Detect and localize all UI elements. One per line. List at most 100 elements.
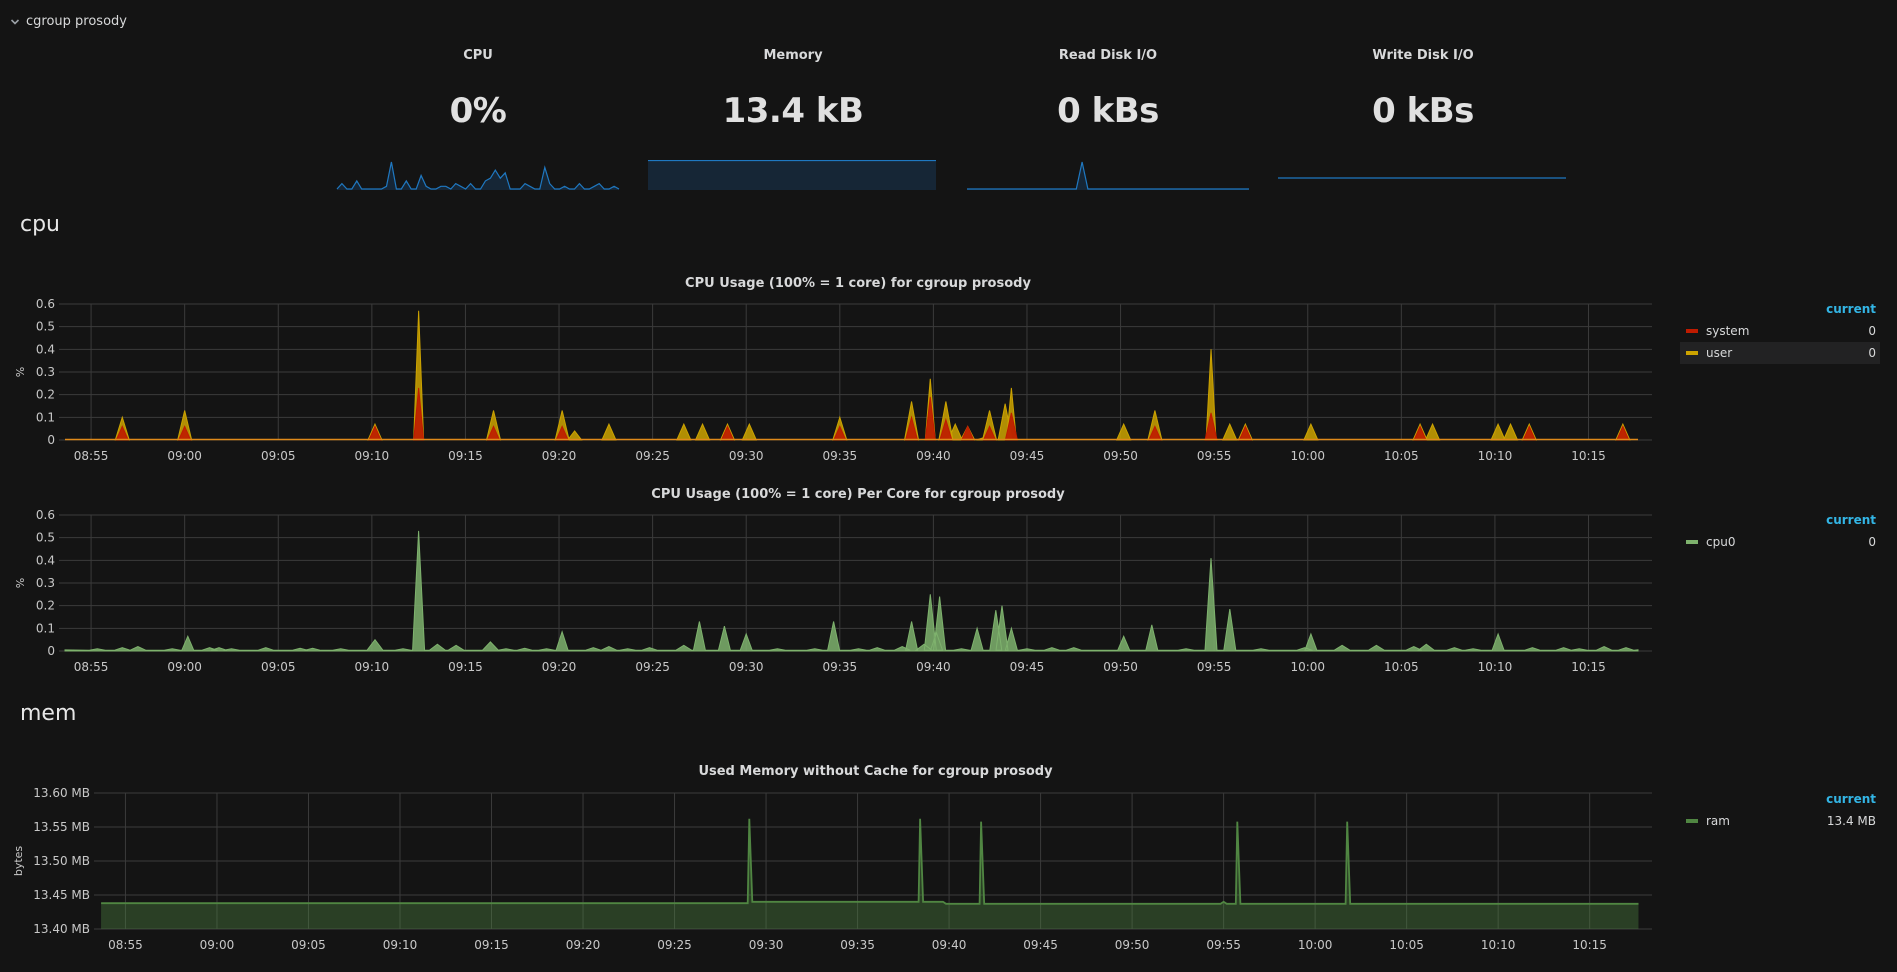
y-tick-label: 0.4 <box>36 342 55 356</box>
y-tick-label: 0 <box>47 644 55 658</box>
y-tick-label: 0.1 <box>36 410 55 424</box>
row-title: cgroup prosody <box>26 14 127 29</box>
x-tick-label: 08:55 <box>74 449 109 460</box>
chart-cpu-usage[interactable]: 0 0.1 0.2 0.3 0.4 0.5 0.6 08:55 09:00 09:05 09:10 0… <box>0 290 1670 460</box>
y-axis-label: % <box>14 367 27 377</box>
stat-panel-read-disk-io[interactable]: Read Disk I/O 0 kBs <box>963 40 1253 190</box>
stat-sparkline <box>336 161 620 190</box>
legend-item-cpu0[interactable]: cpu0 0 <box>1680 531 1880 553</box>
stat-panel-cpu[interactable]: CPU 0% <box>333 40 623 190</box>
x-tick-label: 09:40 <box>916 449 951 460</box>
x-tick-label: 09:30 <box>729 449 764 460</box>
series-user-peak <box>1424 422 1441 441</box>
legend-swatch-user <box>1686 351 1698 355</box>
series-user-peak <box>1115 422 1132 441</box>
stat-sparkline <box>1278 177 1566 179</box>
legend-swatch-system <box>1686 329 1698 333</box>
x-tick-label: 10:15 <box>1571 449 1606 460</box>
stat-title: Read Disk I/O <box>1058 48 1158 63</box>
x-tick-label: 10:05 <box>1389 938 1424 952</box>
y-tick-label: 0 <box>47 433 55 447</box>
panel-title-used-memory: Used Memory without Cache for cgroup pro… <box>698 764 1053 779</box>
stat-title: Write Disk I/O <box>1372 48 1474 63</box>
legend-item-system[interactable]: system 0 <box>1680 320 1880 342</box>
series-user-peak <box>601 422 617 441</box>
y-tick-label: 0.1 <box>36 621 55 635</box>
x-tick-label: 10:00 <box>1290 660 1325 671</box>
legend-header-current[interactable]: current <box>1826 792 1876 806</box>
stat-value: 0 kBs <box>1057 91 1159 131</box>
x-tick-label: 09:00 <box>200 938 235 952</box>
stat-sparkline <box>967 161 1249 190</box>
x-tick-label: 09:40 <box>916 660 951 671</box>
legend-item-user[interactable]: user 0 <box>1680 342 1880 364</box>
x-tick-label: 09:10 <box>355 660 390 671</box>
x-tick-label: 09:20 <box>542 449 577 460</box>
x-tick-label: 08:55 <box>74 660 109 671</box>
x-tick-label: 09:00 <box>167 449 202 460</box>
x-tick-label: 10:05 <box>1384 449 1419 460</box>
y-tick-label: 0.4 <box>36 553 55 567</box>
series-user-peak <box>1490 422 1506 441</box>
chart-cpu-per-core[interactable]: 0 0.1 0.2 0.3 0.4 0.5 0.6 08:55 09:00 09:05 09:10 0… <box>0 501 1670 671</box>
y-tick-label: 0.2 <box>36 599 55 613</box>
sparkline-line <box>967 161 1249 190</box>
x-tick-label: 10:15 <box>1572 938 1607 952</box>
stat-sparkline <box>648 160 936 190</box>
series-user-peak <box>1221 422 1238 441</box>
x-tick-label: 09:15 <box>448 449 483 460</box>
x-tick-label: 09:50 <box>1115 938 1150 952</box>
x-tick-label: 09:40 <box>932 938 967 952</box>
series-user-peak <box>1502 422 1519 441</box>
series-ram-area <box>101 818 1639 929</box>
series-user-peak <box>741 422 758 441</box>
x-tick-label: 09:55 <box>1197 660 1232 671</box>
legend-name: user <box>1706 346 1733 360</box>
x-tick-label: 09:05 <box>261 449 296 460</box>
sparkline-line <box>336 161 620 190</box>
x-tick-label: 09:35 <box>840 938 875 952</box>
sparkline-area <box>648 160 936 190</box>
y-tick-label: 0.6 <box>36 508 55 522</box>
x-tick-label: 09:50 <box>1103 660 1138 671</box>
stat-panel-write-disk-io[interactable]: Write Disk I/O 0 kBs <box>1278 40 1568 190</box>
x-tick-label: 09:50 <box>1103 449 1138 460</box>
y-tick-label: 0.6 <box>36 297 55 311</box>
x-tick-label: 09:15 <box>474 938 509 952</box>
x-tick-label: 09:05 <box>291 938 326 952</box>
x-tick-label: 09:55 <box>1206 938 1241 952</box>
y-axis-label: % <box>14 578 27 588</box>
stat-panel-memory[interactable]: Memory 13.4 kB <box>648 40 938 190</box>
x-tick-label: 08:55 <box>108 938 143 952</box>
legend-current-value: 0 <box>1868 324 1876 338</box>
x-tick-label: 09:05 <box>261 660 296 671</box>
legend-cpu-per-core: current cpu0 0 <box>1680 513 1880 553</box>
series-cpu0-area <box>64 530 1639 652</box>
x-tick-label: 10:15 <box>1571 660 1606 671</box>
legend-header-current[interactable]: current <box>1826 513 1876 527</box>
legend-used-memory: current ram 13.4 MB <box>1680 792 1880 832</box>
series-user-peak <box>694 422 711 441</box>
y-tick-label: 0.2 <box>36 388 55 402</box>
x-tick-label: 10:10 <box>1481 938 1516 952</box>
legend-header-current[interactable]: current <box>1826 302 1876 316</box>
chart-used-memory[interactable]: 13.40 MB 13.45 MB 13.50 MB 13.55 MB 13.60 MB… <box>0 780 1670 960</box>
panel-title-cpu-per-core: CPU Usage (100% = 1 core) Per Core for c… <box>651 487 1065 502</box>
x-tick-label: 09:20 <box>542 660 577 671</box>
x-tick-label: 09:45 <box>1010 449 1045 460</box>
x-tick-label: 10:10 <box>1478 449 1513 460</box>
legend-name: cpu0 <box>1706 535 1736 549</box>
y-tick-label: 13.55 MB <box>33 820 90 834</box>
sparkline-area <box>967 162 1249 190</box>
x-tick-label: 09:35 <box>823 660 858 671</box>
x-tick-label: 10:10 <box>1478 660 1513 671</box>
legend-name: system <box>1706 324 1750 338</box>
legend-name: ram <box>1706 814 1730 828</box>
x-tick-label: 09:10 <box>355 449 390 460</box>
legend-cpu-usage: current system 0 user 0 <box>1680 302 1880 364</box>
chevron-down-icon <box>10 18 20 25</box>
legend-item-ram[interactable]: ram 13.4 MB <box>1680 810 1880 832</box>
y-tick-label: 13.50 MB <box>33 854 90 868</box>
row-header-cgroup-prosody[interactable]: cgroup prosody <box>10 14 127 29</box>
x-tick-label: 09:30 <box>729 660 764 671</box>
